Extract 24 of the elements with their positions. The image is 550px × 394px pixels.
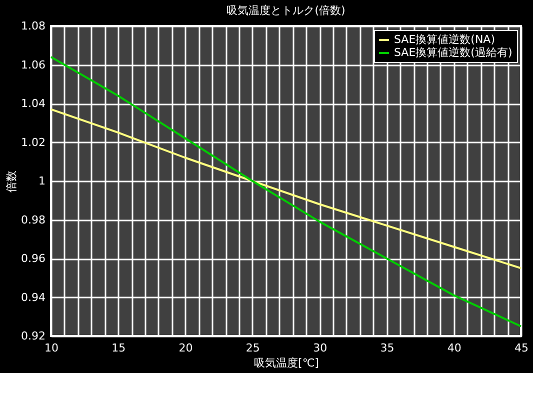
y-tick-label: 0.92	[21, 330, 46, 342]
x-tick-label: 45	[514, 342, 528, 354]
legend-label: SAE換算値逆数(NA)	[394, 33, 495, 46]
y-tick-label: 1.04	[21, 97, 46, 110]
x-tick-label: 20	[178, 342, 193, 354]
y-tick-label: 1.08	[21, 20, 46, 32]
y-tick-label: 0.94	[21, 290, 46, 304]
x-tick-label: 30	[313, 342, 328, 354]
y-tick-label: 1	[38, 174, 46, 188]
x-tick-label: 10	[44, 342, 58, 354]
line-series	[50, 56, 522, 328]
x-axis-title: 吸気温度[℃]	[254, 356, 319, 370]
x-tick-label: 25	[246, 342, 260, 354]
y-axis-title: 倍数	[5, 170, 18, 192]
x-tick-label: 35	[380, 342, 394, 354]
line-series	[50, 108, 522, 270]
chart-title: 吸気温度とトルク(倍数)	[226, 4, 346, 17]
x-tick-label: 15	[112, 342, 126, 354]
x-tick-label: 40	[447, 342, 462, 354]
y-tick-label: 1.02	[21, 136, 46, 149]
legend-label: SAE換算値逆数(過給有)	[394, 46, 512, 59]
y-tick-label: 1.06	[21, 58, 46, 72]
y-tick-label: 0.98	[21, 213, 46, 226]
y-tick-label: 0.96	[21, 252, 46, 265]
